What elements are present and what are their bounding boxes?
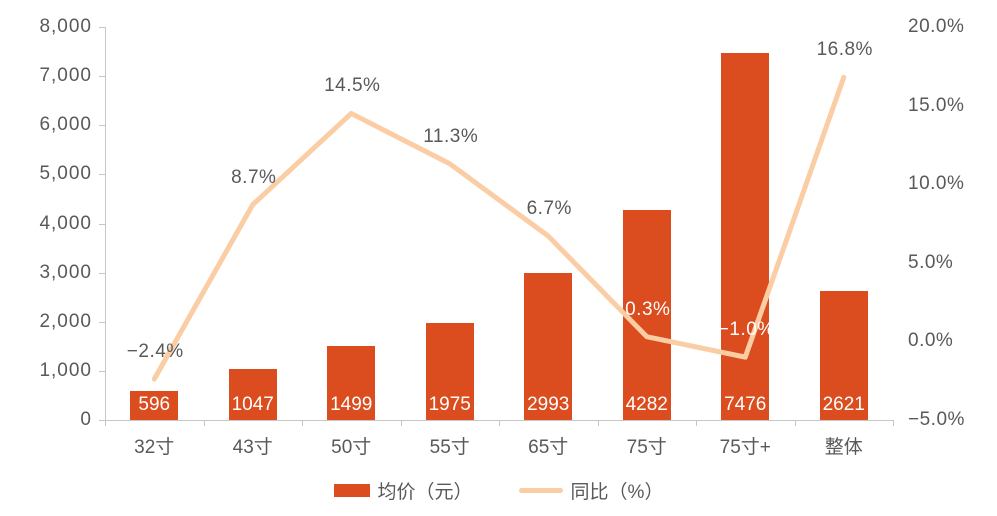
x-axis-category-label: 50寸 [331, 437, 372, 458]
bar: 596 [130, 390, 179, 420]
legend-label-yoy: 同比（%） [570, 482, 664, 503]
y-axis-line [105, 27, 106, 420]
bar: 2621 [819, 291, 868, 420]
y-axis-tick [99, 76, 105, 78]
x-axis-tick [203, 420, 205, 426]
bar-value-label: 1975 [428, 393, 471, 415]
bar-value-label: 1047 [231, 393, 274, 415]
line-series-swatch [518, 488, 563, 493]
bar-value-label: 596 [138, 393, 171, 415]
x-axis-category-label: 32寸 [134, 437, 175, 458]
y-axis-tick [99, 321, 105, 323]
y-axis-left-tick-label: 0 [80, 409, 92, 430]
legend-item-avg-price: 均价（元） [333, 477, 473, 504]
x-axis-tick [597, 420, 599, 426]
x-axis-tick [696, 420, 697, 426]
legend: 均价（元） 同比（%） [0, 477, 997, 504]
bar: 2993 [524, 272, 573, 420]
y-axis-right-tick-label: −5.0% [908, 409, 965, 430]
bar-value-label: 2621 [822, 393, 865, 415]
legend-item-yoy: 同比（%） [518, 477, 664, 504]
line-point-label: −2.4% [126, 341, 184, 363]
x-axis-tick [302, 420, 303, 426]
y-axis-right-tick-label: 0.0% [908, 330, 954, 352]
y-axis-tick [99, 125, 105, 127]
bar: 1499 [327, 346, 376, 420]
bar: 1975 [425, 322, 474, 420]
y-axis-left-tick-label: 3,000 [39, 261, 92, 283]
y-axis-left-tick-label: 4,000 [39, 212, 92, 234]
y-axis-left-tick-label: 8,000 [39, 16, 92, 37]
bar-value-label: 7476 [724, 393, 767, 415]
y-axis-left-tick-label: 2,000 [39, 310, 92, 332]
x-axis-category-label: 整体 [824, 437, 863, 458]
line-point-label: 16.8% [816, 39, 873, 61]
line-point-label: 11.3% [423, 125, 479, 147]
y-axis-tick [99, 174, 105, 176]
x-axis-tick [105, 420, 106, 426]
y-axis-left-tick-label: 1,000 [39, 359, 92, 381]
x-axis-tick [893, 420, 894, 426]
line-point-label: 6.7% [526, 198, 572, 220]
y-axis-left-tick-label: 7,000 [39, 65, 92, 87]
y-axis-right-tick-label: 20.0% [908, 16, 965, 37]
bar-value-label: 1499 [330, 393, 373, 415]
y-axis-left-tick-label: 5,000 [39, 163, 92, 185]
bar: 7476 [721, 52, 770, 420]
x-axis-category-label: 65寸 [528, 437, 569, 458]
line-point-label: 14.5% [324, 75, 381, 97]
y-axis-right-tick-label: 10.0% [908, 173, 965, 195]
y-axis-tick [99, 223, 105, 225]
y-axis-tick [99, 272, 105, 274]
bar: 1047 [228, 368, 277, 420]
bar-value-label: 4282 [625, 393, 668, 415]
x-axis-tick [794, 420, 796, 426]
legend-label-avg-price: 均价（元） [377, 482, 473, 503]
x-axis-category-label: 43寸 [232, 437, 273, 458]
line-point-label: 0.3% [625, 298, 671, 320]
y-axis-left-tick-label: 6,000 [39, 114, 92, 136]
line-point-label: 8.7% [231, 166, 277, 188]
y-axis-tick [99, 27, 105, 28]
y-axis-tick [99, 420, 105, 421]
x-axis-category-label: 75寸 [626, 437, 667, 458]
x-axis-tick [499, 420, 500, 426]
bar-series-swatch [333, 484, 370, 497]
y-axis-right-tick-label: 15.0% [908, 94, 965, 116]
y-axis-tick [99, 370, 105, 372]
y-axis-right-tick-label: 5.0% [908, 251, 954, 273]
x-axis-tick [400, 420, 402, 426]
x-axis-category-label: 55寸 [429, 437, 470, 458]
line-point-label: −1.0% [717, 319, 775, 341]
bar-value-label: 2993 [527, 393, 570, 415]
x-axis-category-label: 75寸+ [719, 437, 771, 458]
